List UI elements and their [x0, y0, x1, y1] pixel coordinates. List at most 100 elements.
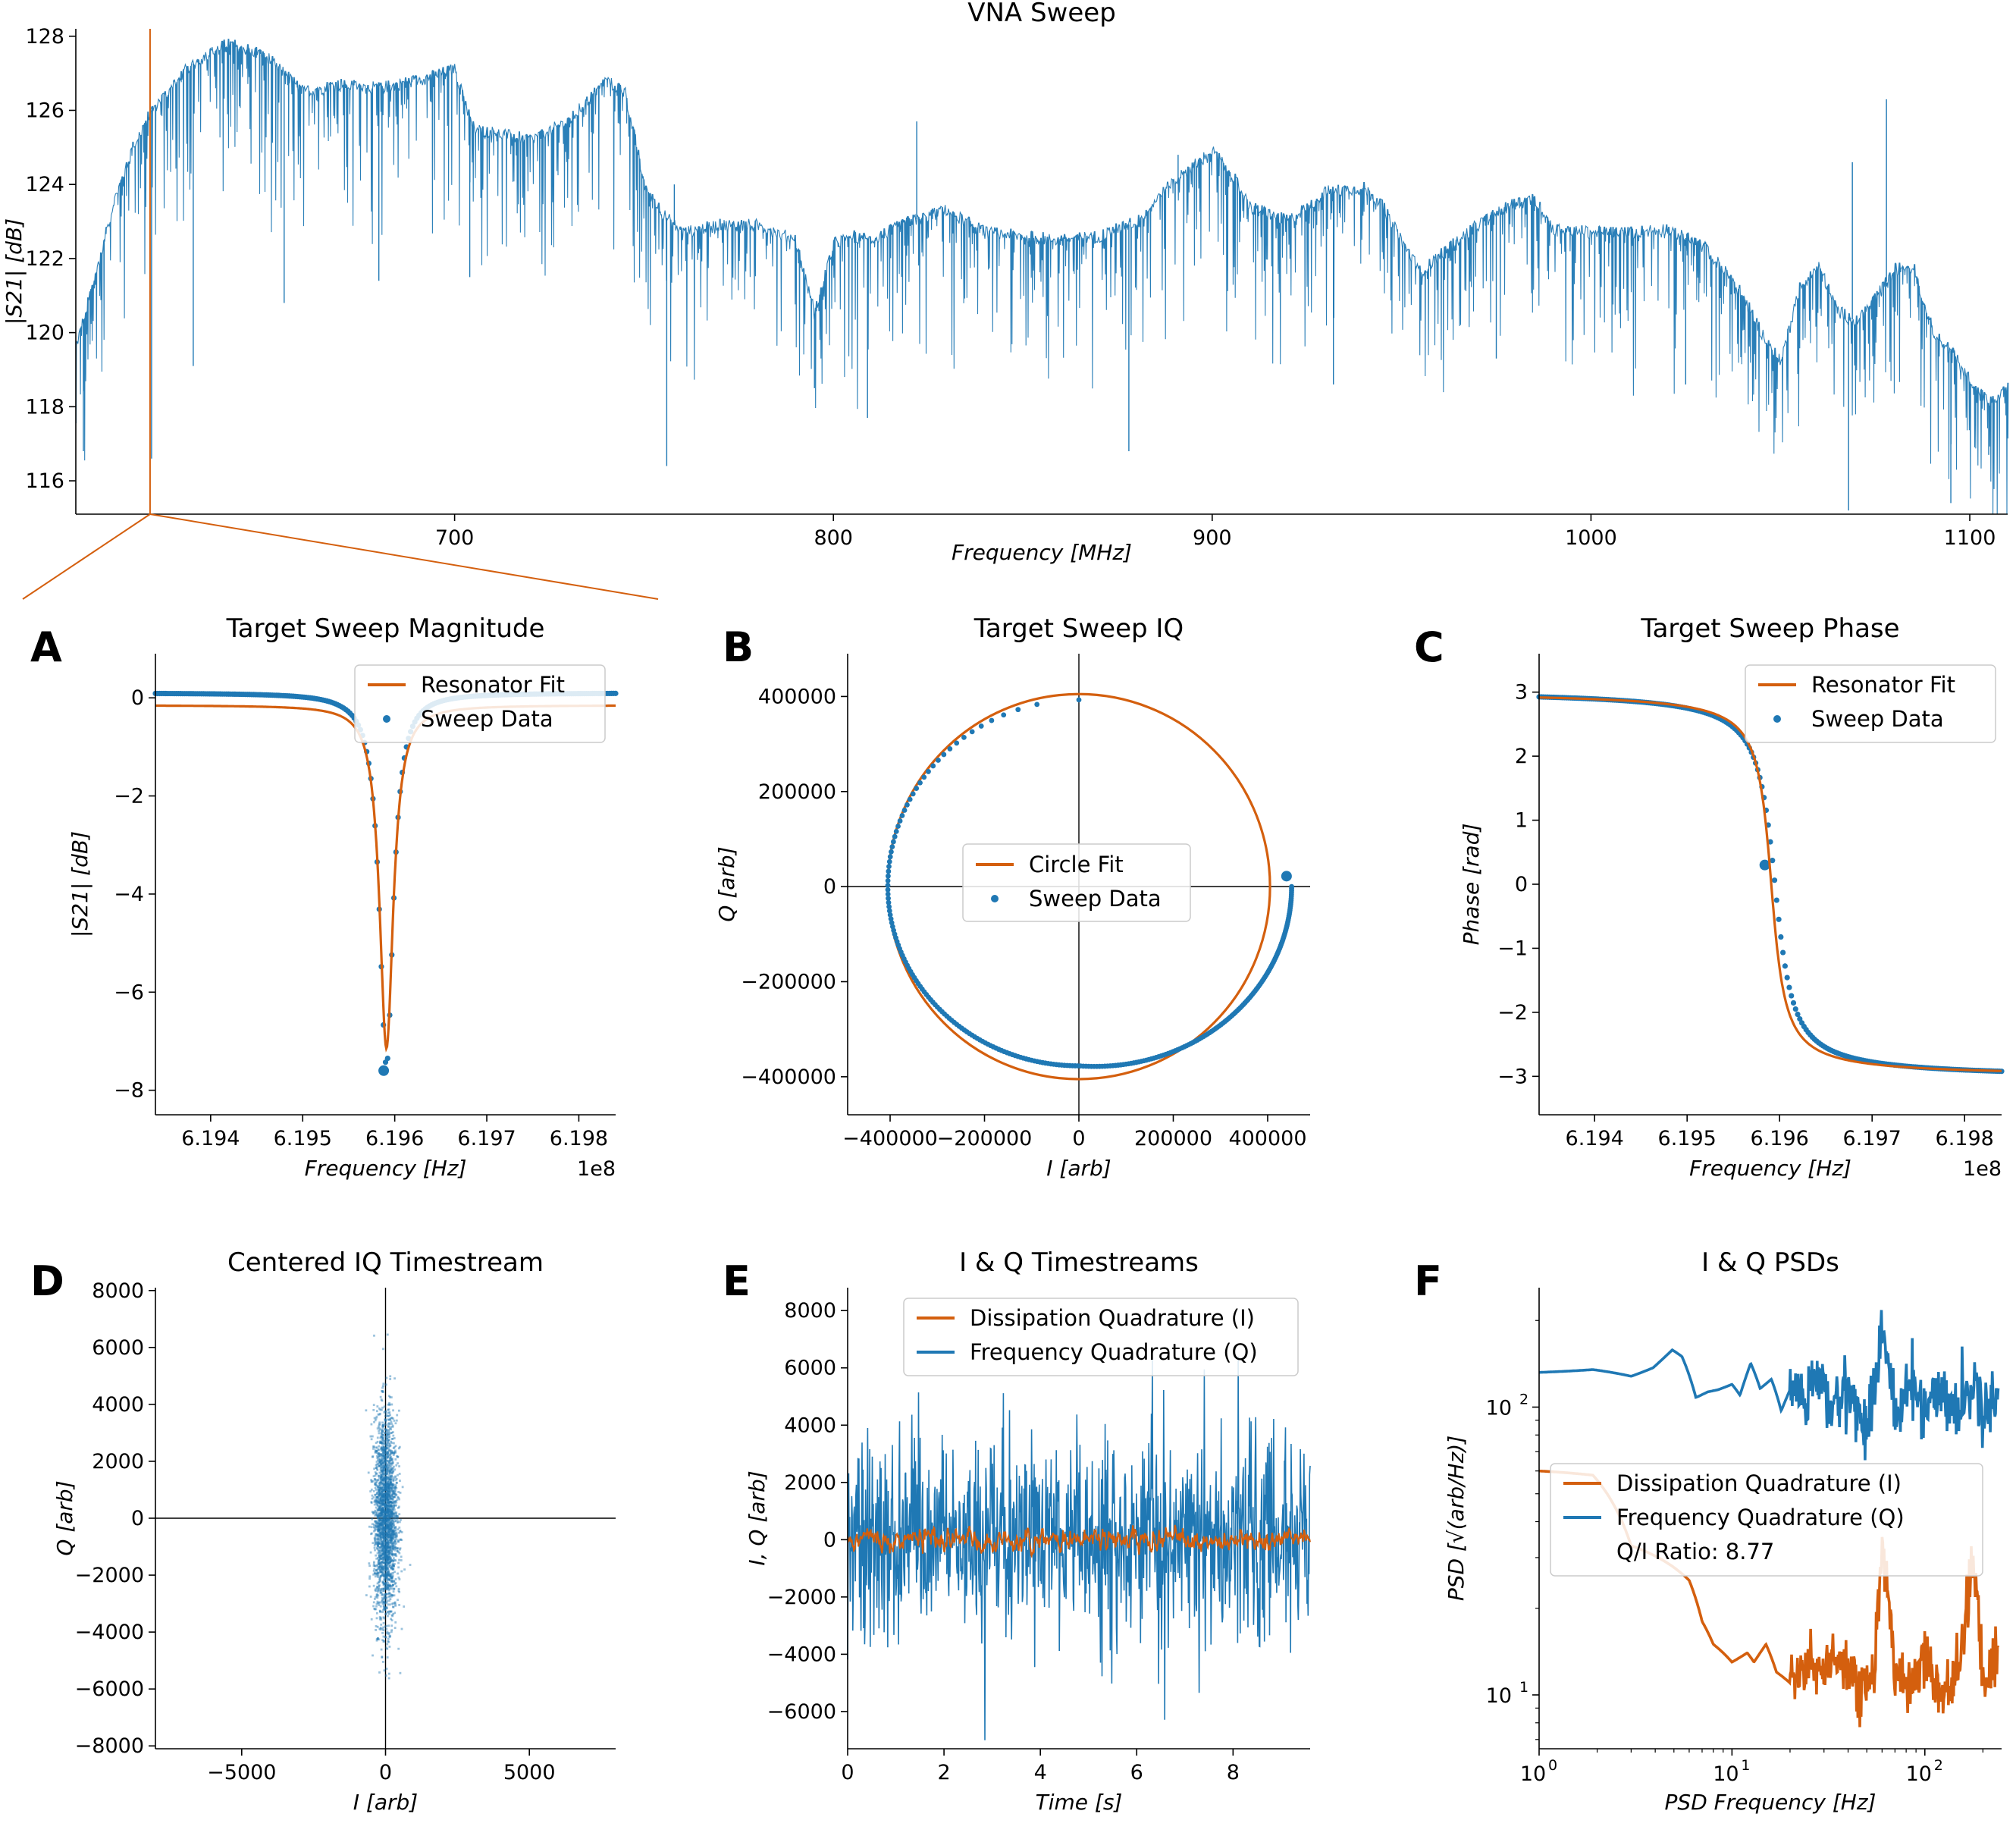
- iq-sample: [387, 1418, 390, 1421]
- iq-sample: [395, 1500, 398, 1502]
- iq-sample: [378, 1542, 380, 1546]
- iq-sample: [381, 1530, 384, 1533]
- iq-sample: [381, 1574, 384, 1577]
- iq-sample: [381, 1508, 384, 1511]
- iq-sample: [394, 1603, 397, 1606]
- sweep-data-point: [899, 813, 905, 818]
- iq-sample: [373, 1561, 375, 1564]
- iq-sample: [385, 1493, 388, 1496]
- iq-sample: [390, 1505, 393, 1508]
- iq-sample: [392, 1479, 395, 1482]
- iq-sample: [388, 1555, 391, 1557]
- iq-sample: [380, 1562, 383, 1565]
- iq-sample: [385, 1561, 388, 1564]
- iq-sample: [385, 1447, 388, 1449]
- iq-sample: [381, 1455, 384, 1458]
- iq-sample: [384, 1470, 387, 1473]
- iq-sample: [385, 1558, 388, 1561]
- iq-sample: [379, 1486, 381, 1489]
- iq-sample: [381, 1528, 384, 1531]
- iq-sample: [375, 1522, 378, 1524]
- iq-sample: [375, 1480, 378, 1483]
- iq-sample: [389, 1494, 391, 1497]
- iq-sample: [373, 1334, 375, 1337]
- iq-sample: [387, 1478, 390, 1480]
- iq-sample: [376, 1547, 379, 1550]
- iq-sample: [387, 1451, 389, 1454]
- iq-sample: [383, 1601, 385, 1604]
- iq-sample: [378, 1518, 381, 1521]
- iq-sample: [387, 1536, 390, 1539]
- chart-title: Target Sweep Magnitude: [226, 614, 545, 644]
- iq-sample: [380, 1475, 383, 1478]
- iq-sample: [376, 1514, 378, 1517]
- iq-sample: [383, 1456, 386, 1459]
- iq-sample: [378, 1519, 381, 1522]
- iq-sample: [392, 1409, 394, 1412]
- iq-sample: [386, 1526, 389, 1529]
- iq-sample: [379, 1527, 382, 1530]
- iq-sample: [377, 1453, 380, 1456]
- iq-sample: [382, 1531, 385, 1534]
- iq-sample: [392, 1605, 395, 1608]
- iq-sample: [393, 1531, 396, 1534]
- iq-sample: [385, 1448, 388, 1451]
- iq-sample: [383, 1606, 386, 1609]
- iq-sample: [384, 1504, 387, 1507]
- iq-sample: [388, 1578, 390, 1581]
- iq-sample: [392, 1564, 395, 1567]
- iq-sample: [385, 1429, 387, 1431]
- iq-sample: [390, 1486, 393, 1489]
- iq-sample: [371, 1435, 374, 1438]
- iq-sample: [388, 1574, 391, 1577]
- iq-sample: [373, 1417, 376, 1420]
- iq-sample: [381, 1437, 384, 1440]
- iq-sample: [376, 1600, 379, 1603]
- iq-sample: [390, 1455, 392, 1458]
- iq-sample: [386, 1524, 389, 1527]
- y-tick-label: −2000: [767, 1586, 836, 1609]
- iq-sample: [383, 1455, 385, 1458]
- iq-sample: [389, 1492, 391, 1495]
- iq-sample: [392, 1559, 395, 1562]
- iq-sample: [379, 1616, 382, 1619]
- iq-sample: [387, 1571, 390, 1574]
- iq-sample: [396, 1535, 398, 1538]
- iq-sample: [388, 1511, 391, 1514]
- iq-sample: [392, 1492, 395, 1495]
- iq-sample: [390, 1595, 393, 1598]
- iq-sample: [390, 1536, 393, 1539]
- iq-sample: [390, 1502, 393, 1505]
- iq-sample: [387, 1487, 390, 1490]
- iq-sample: [384, 1558, 387, 1561]
- iq-sample: [382, 1532, 385, 1535]
- iq-sample: [393, 1505, 396, 1508]
- iq-sample: [388, 1552, 391, 1555]
- iq-sample: [390, 1484, 393, 1487]
- iq-sample: [381, 1611, 384, 1614]
- iq-sample: [384, 1535, 386, 1537]
- iq-sample: [384, 1546, 386, 1549]
- iq-sample: [384, 1514, 387, 1517]
- iq-sample: [375, 1569, 378, 1572]
- iq-sample: [381, 1574, 384, 1577]
- iq-sample: [390, 1505, 393, 1508]
- iq-sample: [373, 1527, 376, 1530]
- iq-sample: [390, 1468, 393, 1471]
- iq-sample: [386, 1436, 388, 1439]
- iq-sample: [373, 1467, 376, 1470]
- iq-sample: [384, 1503, 387, 1506]
- iq-sample: [374, 1589, 377, 1592]
- iq-sample: [376, 1552, 379, 1555]
- iq-sample: [390, 1568, 393, 1571]
- iq-sample: [390, 1505, 392, 1508]
- iq-sample: [374, 1509, 377, 1512]
- iq-sample: [377, 1517, 380, 1520]
- iq-sample: [370, 1533, 372, 1536]
- iq-sample: [388, 1592, 391, 1595]
- iq-sample: [393, 1564, 395, 1568]
- iq-sample: [378, 1542, 380, 1545]
- iq-sample: [383, 1535, 386, 1538]
- iq-sample: [384, 1432, 387, 1434]
- iq-sample: [378, 1498, 381, 1501]
